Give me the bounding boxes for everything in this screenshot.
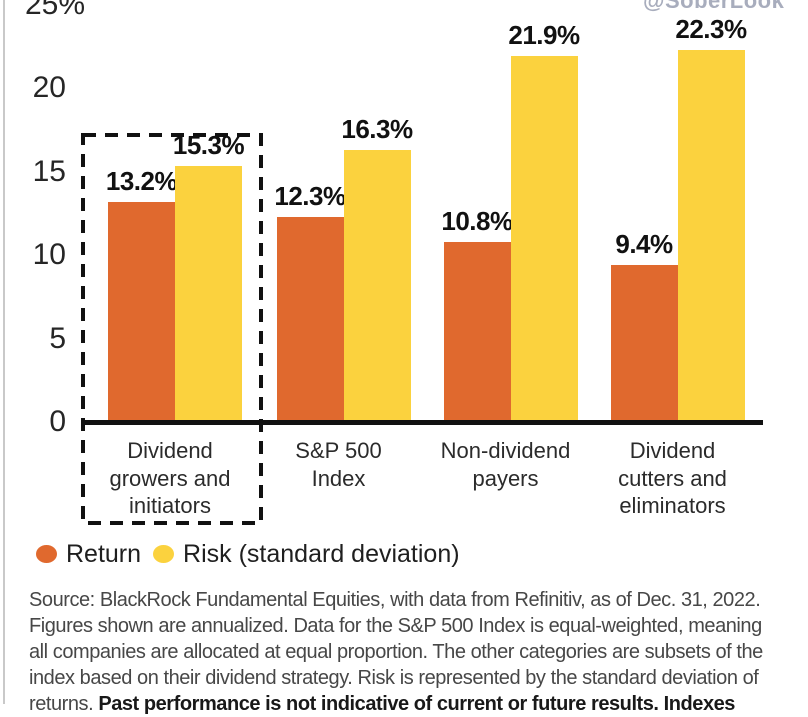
bar-value-label: 22.3%: [675, 13, 747, 44]
legend-label: Return: [66, 539, 142, 568]
highlight-dashed-box: [81, 133, 263, 525]
bar-value-label: 10.8%: [441, 205, 513, 236]
risk-bar: [343, 149, 411, 422]
footnote-line: Source: BlackRock Fundamental Equities, …: [29, 589, 761, 611]
source-footnote: Source: BlackRock Fundamental Equities, …: [29, 587, 808, 717]
footnote-line: returns. Past performance is not indicat…: [29, 691, 808, 717]
return-bar: [108, 201, 175, 422]
footnote-line: index based on their dividend strategy. …: [29, 667, 759, 689]
y-tick-label: 20: [32, 71, 66, 104]
footnote-line: Figures shown are annualized. Data for t…: [29, 615, 762, 637]
category-label: Non-dividend payers: [440, 438, 571, 491]
legend-item-return: Return: [36, 540, 141, 569]
y-tick-label: 25%: [25, 0, 86, 21]
y-tick-label: 10: [32, 238, 66, 271]
bar-value-label: 13.2%: [105, 165, 178, 196]
return-swatch-icon: [36, 545, 57, 563]
risk-bar: [175, 166, 242, 422]
watermark-handle: @SoberLook: [643, 0, 785, 13]
legend: Return Risk (standard deviation): [36, 540, 460, 569]
risk-bar: [510, 56, 578, 422]
legend-item-risk: Risk (standard deviation): [153, 540, 460, 569]
category-label: Dividend growers and initiators: [109, 438, 231, 518]
return-bar: [610, 265, 678, 422]
y-tick-label: 15: [32, 154, 66, 188]
footnote-disclaimer-bold: Past performance is not indicative of cu…: [98, 693, 735, 715]
y-tick-label: 0: [49, 405, 66, 438]
bar-value-label: 12.3%: [274, 180, 346, 211]
bar-value-label: 9.4%: [615, 229, 673, 260]
risk-swatch-icon: [153, 545, 175, 563]
bar-value-label: 16.3%: [341, 113, 413, 144]
bar-value-label: 15.3%: [172, 130, 245, 161]
x-axis-line: [85, 420, 763, 425]
bar-value-label: 21.9%: [508, 20, 580, 51]
y-tick-label: 5: [49, 321, 66, 355]
return-bar: [443, 241, 511, 422]
category-label: S&P 500 Index: [295, 438, 382, 491]
return-bar: [276, 216, 344, 422]
image-left-border: [3, 0, 5, 704]
risk-bar: [677, 49, 745, 422]
footnote-line: all companies are allocated at equal pro…: [29, 641, 763, 663]
legend-label: Risk (standard deviation): [183, 539, 460, 568]
footnote-text: returns.: [29, 693, 99, 715]
category-label: Dividend cutters and eliminators: [618, 438, 727, 518]
